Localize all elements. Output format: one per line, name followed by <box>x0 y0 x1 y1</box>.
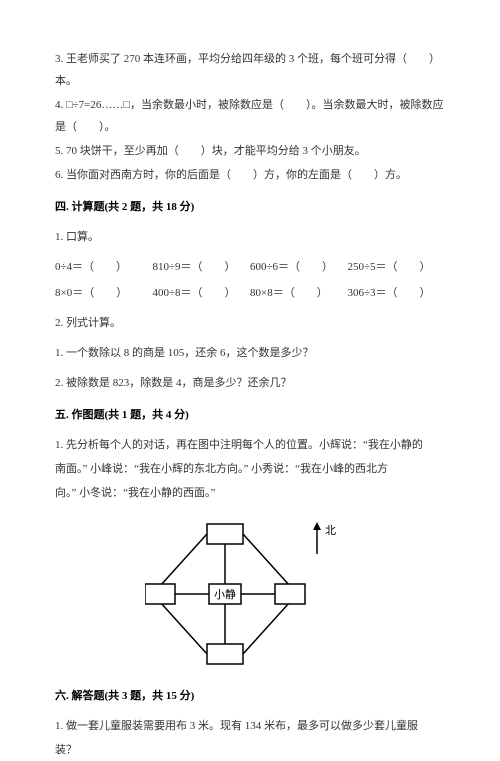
box-top <box>207 524 243 544</box>
section-5-title: 五. 作图题(共 1 题，共 4 分) <box>55 404 445 426</box>
direction-diagram: 北 小静 <box>145 516 355 671</box>
section-6-title: 六. 解答题(共 3 题，共 15 分) <box>55 685 445 707</box>
calc-1d: 250÷5＝（ ） <box>348 256 446 278</box>
box-left <box>145 584 175 604</box>
calc-2c: 80×8＝（ ） <box>250 282 348 304</box>
sec5-q1a: 1. 先分析每个人的对话，再在图中注明每个人的位置。小辉说：“我在小静的 <box>55 434 445 456</box>
sec5-q1b: 南面。” 小峰说：“我在小辉的东北方向。” 小秀说：“我在小峰的西北方 <box>55 458 445 480</box>
sec4-q2b: 2. 被除数是 823，除数是 4，商是多少？还余几？ <box>55 372 445 394</box>
sec4-q2: 2. 列式计算。 <box>55 312 445 334</box>
box-right <box>275 584 305 604</box>
calc-2d: 306÷3＝（ ） <box>348 282 446 304</box>
sec5-q1c: 向。” 小冬说：“我在小静的西面。” <box>55 482 445 504</box>
section-4-title: 四. 计算题(共 2 题，共 18 分) <box>55 196 445 218</box>
sec4-q2a: 1. 一个数除以 8 的商是 105，还余 6，这个数是多少？ <box>55 342 445 364</box>
calc-1b: 810÷9＝（ ） <box>153 256 251 278</box>
calc-2a: 8×0＝（ ） <box>55 282 153 304</box>
calc-1a: 0÷4＝（ ） <box>55 256 153 278</box>
center-label: 小静 <box>214 587 236 601</box>
calc-row-1: 0÷4＝（ ） 810÷9＝（ ） 600÷6＝（ ） 250÷5＝（ ） <box>55 256 445 278</box>
fill-q3: 3. 王老师买了 270 本连环画，平均分给四年级的 3 个班，每个班可分得（ … <box>55 48 445 92</box>
calc-2b: 400÷8＝（ ） <box>153 282 251 304</box>
box-bottom <box>207 644 243 664</box>
sec6-q1b: 装？ <box>55 739 445 761</box>
fill-q4: 4. □÷7=26……□，当余数最小时，被除数应是（ ）。当余数最大时，被除数应… <box>55 94 445 138</box>
sec4-q1: 1. 口算。 <box>55 226 445 248</box>
diagram-container: 北 小静 <box>55 516 445 671</box>
north-label: 北 <box>325 524 336 537</box>
calc-row-2: 8×0＝（ ） 400÷8＝（ ） 80×8＝（ ） 306÷3＝（ ） <box>55 282 445 304</box>
fill-q5: 5. 70 块饼干，至少再加（ ）块，才能平均分给 3 个小朋友。 <box>55 140 445 162</box>
fill-q6: 6. 当你面对西南方时，你的后面是（ ）方，你的左面是（ ）方。 <box>55 164 445 186</box>
sec6-q1a: 1. 做一套儿童服装需要用布 3 米。现有 134 米布，最多可以做多少套儿童服 <box>55 715 445 737</box>
calc-1c: 600÷6＝（ ） <box>250 256 348 278</box>
